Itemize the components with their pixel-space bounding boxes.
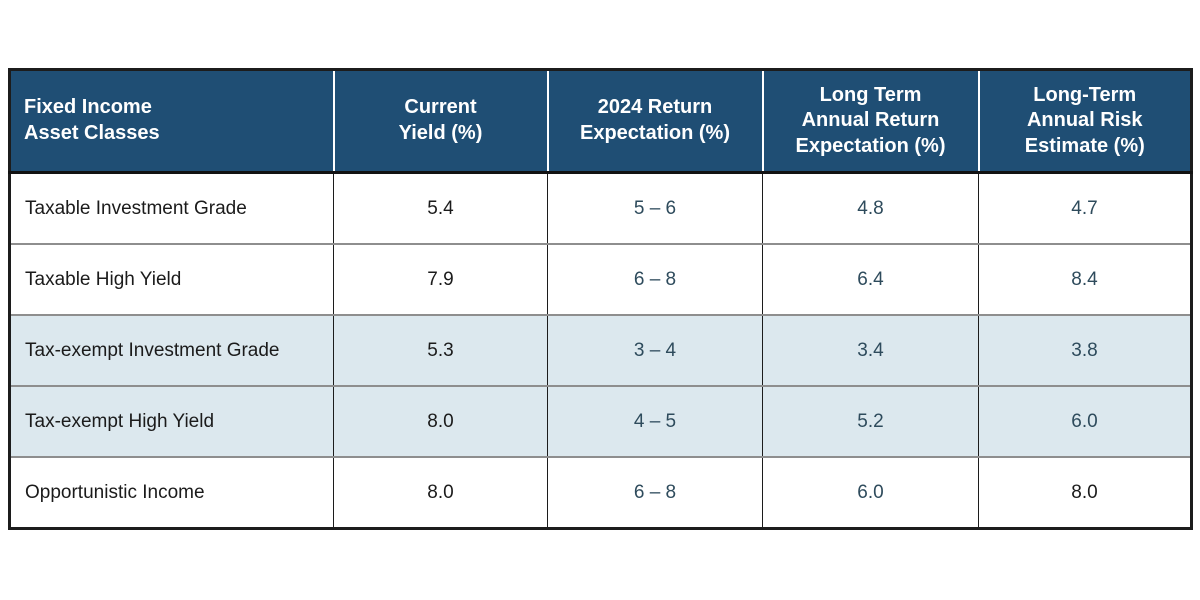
header-current-yield: Current Yield (%) — [332, 69, 548, 174]
table-row: Taxable High Yield 7.9 6 – 8 6.4 8.4 — [9, 243, 1192, 315]
cell-lt-risk: 6.0 — [978, 385, 1192, 457]
header-2024-return-expectation: 2024 Return Expectation (%) — [546, 69, 763, 174]
cell-2024-return: 3 – 4 — [547, 314, 763, 386]
fixed-income-table: Fixed Income Asset Classes Current Yield… — [8, 68, 1193, 530]
cell-lt-risk: 8.0 — [978, 456, 1192, 529]
header-long-term-annual-risk-estimate: Long-Term Annual Risk Estimate (%) — [977, 69, 1192, 174]
cell-lt-return: 3.4 — [762, 314, 979, 386]
cell-current-yield: 5.3 — [333, 314, 548, 386]
cell-current-yield: 8.0 — [333, 456, 548, 529]
cell-current-yield: 5.4 — [333, 172, 548, 244]
fixed-income-table-container: Fixed Income Asset Classes Current Yield… — [8, 68, 1193, 530]
cell-2024-return: 6 – 8 — [547, 456, 763, 529]
cell-current-yield: 8.0 — [333, 385, 548, 457]
cell-lt-return: 4.8 — [762, 172, 979, 244]
header-row: Fixed Income Asset Classes Current Yield… — [9, 69, 1192, 174]
table-row: Opportunistic Income 8.0 6 – 8 6.0 8.0 — [9, 456, 1192, 529]
cell-current-yield: 7.9 — [333, 243, 548, 315]
cell-asset-class: Tax-exempt High Yield — [9, 385, 334, 457]
cell-2024-return: 6 – 8 — [547, 243, 763, 315]
cell-lt-risk: 3.8 — [978, 314, 1192, 386]
table-row: Tax-exempt High Yield 8.0 4 – 5 5.2 6.0 — [9, 385, 1192, 457]
cell-2024-return: 5 – 6 — [547, 172, 763, 244]
table-row: Tax-exempt Investment Grade 5.3 3 – 4 3.… — [9, 314, 1192, 386]
cell-lt-risk: 4.7 — [978, 172, 1192, 244]
header-fixed-income-asset-classes: Fixed Income Asset Classes — [9, 69, 334, 174]
cell-lt-return: 5.2 — [762, 385, 979, 457]
cell-2024-return: 4 – 5 — [547, 385, 763, 457]
cell-lt-return: 6.0 — [762, 456, 979, 529]
cell-lt-return: 6.4 — [762, 243, 979, 315]
header-long-term-annual-return-expectation: Long Term Annual Return Expectation (%) — [761, 69, 979, 174]
cell-lt-risk: 8.4 — [978, 243, 1192, 315]
cell-asset-class: Tax-exempt Investment Grade — [9, 314, 334, 386]
table-row: Taxable Investment Grade 5.4 5 – 6 4.8 4… — [9, 172, 1192, 244]
cell-asset-class: Taxable Investment Grade — [9, 172, 334, 244]
cell-asset-class: Opportunistic Income — [9, 456, 334, 529]
cell-asset-class: Taxable High Yield — [9, 243, 334, 315]
